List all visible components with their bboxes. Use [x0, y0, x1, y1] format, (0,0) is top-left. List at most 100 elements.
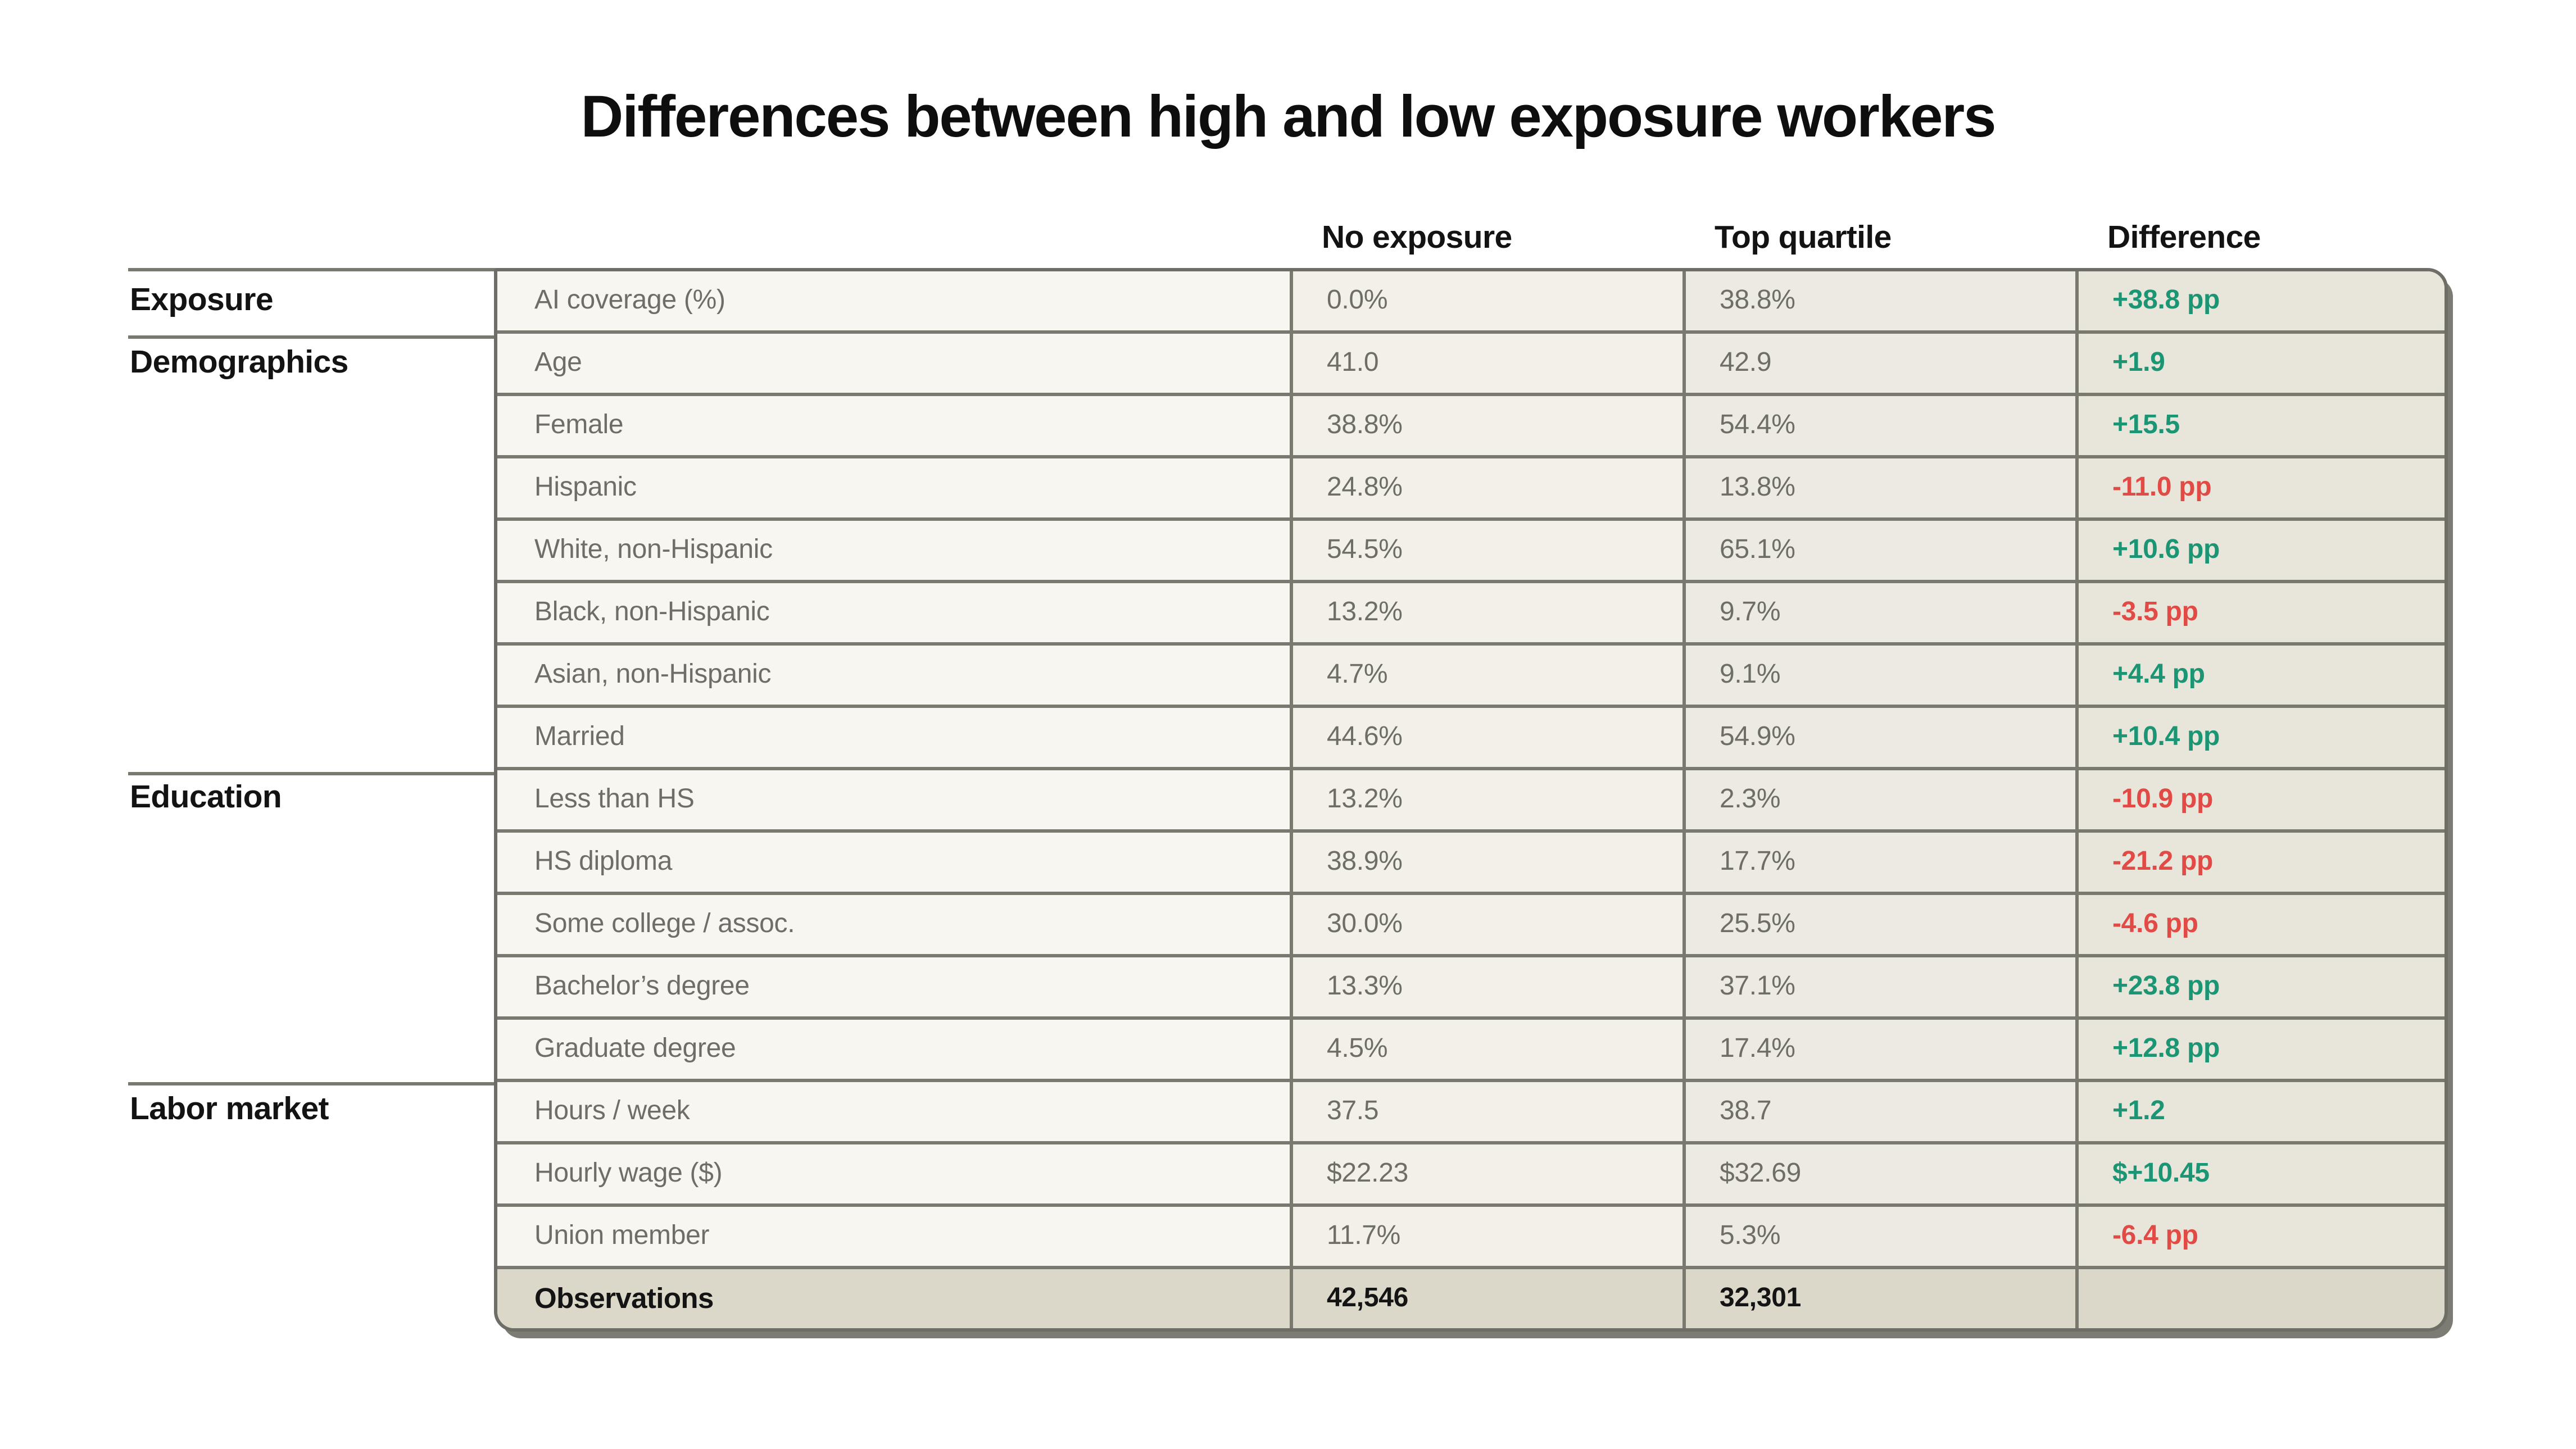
top-quartile-cell: 2.3% [1682, 770, 2075, 829]
difference-cell: +1.2 [2075, 1082, 2445, 1141]
row-label-cell: Bachelor’s degree [497, 957, 1290, 1016]
table-row: Age 41.0 42.9 +1.9 [497, 330, 2445, 393]
no-exposure-cell: 38.9% [1290, 833, 1682, 892]
table-row: HS diploma 38.9% 17.7% -21.2 pp [497, 829, 2445, 892]
row-label-cell: Hourly wage ($) [497, 1144, 1290, 1203]
top-quartile-cell: 5.3% [1682, 1207, 2075, 1266]
no-exposure-cell: 11.7% [1290, 1207, 1682, 1266]
no-exposure-cell: 4.7% [1290, 646, 1682, 705]
category-divider [128, 771, 497, 775]
top-quartile-cell: $32.69 [1682, 1144, 2075, 1203]
difference-cell: -3.5 pp [2075, 583, 2445, 642]
no-exposure-cell: 37.5 [1290, 1082, 1682, 1141]
top-quartile-cell: 17.4% [1682, 1020, 2075, 1079]
column-header-no-exposure: No exposure [1322, 221, 1512, 256]
no-exposure-cell: 0.0% [1290, 271, 1682, 330]
column-header-difference: Difference [2107, 221, 2261, 256]
row-label-cell: Observations [497, 1269, 1290, 1328]
category-label: Education [130, 781, 282, 817]
top-quartile-cell: 9.1% [1682, 646, 2075, 705]
table-row: Asian, non-Hispanic 4.7% 9.1% +4.4 pp [497, 642, 2445, 705]
table-row: Union member 11.7% 5.3% -6.4 pp [497, 1203, 2445, 1266]
difference-cell: -4.6 pp [2075, 895, 2445, 954]
table-row: Black, non-Hispanic 13.2% 9.7% -3.5 pp [497, 580, 2445, 642]
row-label-cell: Graduate degree [497, 1020, 1290, 1079]
top-quartile-cell: 32,301 [1682, 1269, 2075, 1328]
no-exposure-cell: 13.3% [1290, 957, 1682, 1016]
table-row: Bachelor’s degree 13.3% 37.1% +23.8 pp [497, 954, 2445, 1016]
table-row: Married 44.6% 54.9% +10.4 pp [497, 705, 2445, 767]
category-divider [128, 268, 497, 271]
table-row: Female 38.8% 54.4% +15.5 [497, 393, 2445, 455]
no-exposure-cell: 24.8% [1290, 458, 1682, 517]
top-quartile-cell: 25.5% [1682, 895, 2075, 954]
no-exposure-cell: 13.2% [1290, 583, 1682, 642]
table-row: Hourly wage ($) $22.23 $32.69 $+10.45 [497, 1141, 2445, 1203]
table-row: White, non-Hispanic 54.5% 65.1% +10.6 pp [497, 517, 2445, 580]
category-label: Demographics [130, 346, 348, 381]
category-label: Labor market [130, 1092, 329, 1128]
row-label-cell: Age [497, 334, 1290, 393]
observations-row: Observations 42,546 32,301 [497, 1266, 2445, 1328]
top-quartile-cell: 54.9% [1682, 708, 2075, 767]
top-quartile-cell: 65.1% [1682, 521, 2075, 580]
row-label-cell: Black, non-Hispanic [497, 583, 1290, 642]
no-exposure-cell: 38.8% [1290, 396, 1682, 455]
row-label-cell: Female [497, 396, 1290, 455]
row-label-cell: Married [497, 708, 1290, 767]
difference-cell: +4.4 pp [2075, 646, 2445, 705]
no-exposure-cell: 54.5% [1290, 521, 1682, 580]
difference-cell [2075, 1269, 2445, 1328]
table-row: Less than HS 13.2% 2.3% -10.9 pp [497, 767, 2445, 829]
difference-cell: +12.8 pp [2075, 1020, 2445, 1079]
difference-cell: +38.8 pp [2075, 271, 2445, 330]
row-label-cell: Hispanic [497, 458, 1290, 517]
no-exposure-cell: $22.23 [1290, 1144, 1682, 1203]
top-quartile-cell: 13.8% [1682, 458, 2075, 517]
top-quartile-cell: 54.4% [1682, 396, 2075, 455]
table-row: Hours / week 37.5 38.7 +1.2 [497, 1079, 2445, 1141]
row-label-cell: Less than HS [497, 770, 1290, 829]
difference-cell: +23.8 pp [2075, 957, 2445, 1016]
row-label-cell: Hours / week [497, 1082, 1290, 1141]
row-label-cell: AI coverage (%) [497, 271, 1290, 330]
top-quartile-cell: 37.1% [1682, 957, 2075, 1016]
category-divider [128, 1082, 497, 1085]
no-exposure-cell: 13.2% [1290, 770, 1682, 829]
table-row: AI coverage (%) 0.0% 38.8% +38.8 pp [497, 271, 2445, 330]
category-label: Exposure [130, 284, 274, 320]
no-exposure-cell: 44.6% [1290, 708, 1682, 767]
difference-cell: +1.9 [2075, 334, 2445, 393]
table-row: Some college / assoc. 30.0% 25.5% -4.6 pp [497, 892, 2445, 954]
table-row: Hispanic 24.8% 13.8% -11.0 pp [497, 455, 2445, 517]
category-divider [128, 336, 497, 340]
difference-cell: -6.4 pp [2075, 1207, 2445, 1266]
top-quartile-cell: 17.7% [1682, 833, 2075, 892]
top-quartile-cell: 42.9 [1682, 334, 2075, 393]
difference-cell: -11.0 pp [2075, 458, 2445, 517]
column-header-top-quartile: Top quartile [1715, 221, 1892, 256]
no-exposure-cell: 30.0% [1290, 895, 1682, 954]
difference-cell: +10.4 pp [2075, 708, 2445, 767]
row-label-cell: Some college / assoc. [497, 895, 1290, 954]
page-title: Differences between high and low exposur… [580, 84, 1997, 150]
row-label-cell: HS diploma [497, 833, 1290, 892]
no-exposure-cell: 41.0 [1290, 334, 1682, 393]
difference-cell: $+10.45 [2075, 1144, 2445, 1203]
no-exposure-cell: 42,546 [1290, 1269, 1682, 1328]
top-quartile-cell: 38.7 [1682, 1082, 2075, 1141]
difference-cell: +10.6 pp [2075, 521, 2445, 580]
top-quartile-cell: 38.8% [1682, 271, 2075, 330]
comparison-table: AI coverage (%) 0.0% 38.8% +38.8 pp Age 41.0 4… [494, 268, 2448, 1332]
difference-cell: +15.5 [2075, 396, 2445, 455]
difference-cell: -21.2 pp [2075, 833, 2445, 892]
table-row: Graduate degree 4.5% 17.4% +12.8 pp [497, 1016, 2445, 1079]
no-exposure-cell: 4.5% [1290, 1020, 1682, 1079]
row-label-cell: Union member [497, 1207, 1290, 1266]
row-label-cell: Asian, non-Hispanic [497, 646, 1290, 705]
top-quartile-cell: 9.7% [1682, 583, 2075, 642]
category-gutter: Exposure Demographics Education Labor marke… [128, 268, 497, 1332]
difference-cell: -10.9 pp [2075, 770, 2445, 829]
row-label-cell: White, non-Hispanic [497, 521, 1290, 580]
